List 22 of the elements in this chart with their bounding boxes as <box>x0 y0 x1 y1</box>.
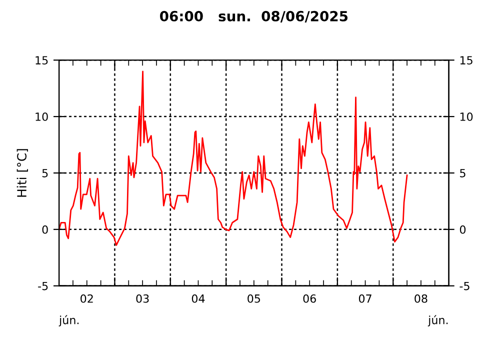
y2-tick-label: 10 <box>460 112 473 121</box>
y-tick-label: 0 <box>42 225 48 234</box>
x-tick-label: 08 <box>414 294 428 303</box>
chart-title: 06:00 sun. 08/06/2025 <box>160 10 348 23</box>
y-tick-label: 15 <box>36 56 48 64</box>
text: jún. <box>58 315 79 326</box>
line-series <box>59 70 408 246</box>
x-tick-label: 04 <box>192 294 205 303</box>
x-tick-label: 07 <box>358 294 372 303</box>
text: jún. <box>428 315 448 326</box>
y-tick-label: 10 <box>36 112 48 121</box>
y2-tick-label: -5 <box>460 282 470 290</box>
y-tick-label: -5 <box>38 282 48 290</box>
x-tick-label: 03 <box>136 294 149 303</box>
x-tick-label: 06 <box>303 294 316 303</box>
y2-tick-label: 0 <box>460 225 466 234</box>
y-tick-label: 5 <box>42 169 48 178</box>
y2-tick-label: 5 <box>460 169 466 178</box>
y-axis-title: Hiti [°C] <box>16 149 28 197</box>
y2-tick-label: 15 <box>460 56 472 64</box>
x-tick-label: 02 <box>80 294 93 303</box>
x-tick-label: 05 <box>248 294 260 303</box>
